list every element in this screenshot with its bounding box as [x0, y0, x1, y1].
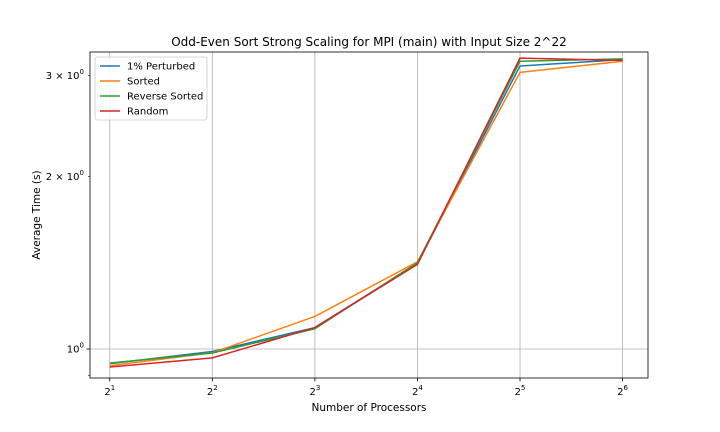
y-axis-label: Average Time (s): [31, 170, 43, 259]
x-axis-label: Number of Processors: [311, 402, 426, 414]
y-tick-label-exponent: 0: [80, 342, 84, 350]
plot-area-frame: [89, 51, 649, 379]
series-line-3: [109, 57, 623, 368]
grid-layer: [90, 52, 648, 378]
y-minor-tick-label-base: 3 × 10: [46, 71, 80, 82]
chart-title: Odd-Even Sort Strong Scaling for MPI (ma…: [171, 35, 567, 49]
y-tick-label-base: 10: [67, 345, 80, 356]
x-tick-label: 25: [515, 384, 526, 398]
y-minor-tick-label: 3 × 100: [46, 68, 84, 82]
legend-label: Reverse Sorted: [127, 92, 203, 103]
series-layer: [109, 57, 623, 368]
legend-label: 1% Perturbed: [127, 62, 195, 73]
legend-box: [94, 56, 208, 121]
x-tick-label-exponent: 3: [316, 384, 320, 392]
x-tick-label-exponent: 1: [111, 384, 115, 392]
legend: 1% Perturbed Sorted Reverse Sorted Random: [94, 56, 208, 121]
legend-label: Random: [127, 107, 168, 118]
y-minor-tick-label: 2 × 100: [46, 169, 84, 183]
x-tick-label-base: 2: [617, 387, 623, 398]
x-tick-label-base: 2: [309, 387, 315, 398]
x-tick-label: 26: [617, 384, 628, 398]
x-tick-label-base: 2: [207, 387, 213, 398]
x-tick-label: 24: [412, 384, 423, 398]
x-tick-label: 22: [207, 384, 218, 398]
x-tick-label-exponent: 6: [624, 384, 629, 392]
y-minor-tick-label-base: 2 × 10: [46, 172, 80, 183]
legend-label: Sorted: [127, 77, 160, 88]
x-tick-label-base: 2: [515, 387, 521, 398]
y-minor-tick-label-exponent: 0: [80, 169, 84, 177]
y-tick-label: 100: [67, 342, 84, 356]
x-tick-label-base: 2: [104, 387, 110, 398]
x-tick-label: 23: [309, 384, 320, 398]
y-minor-tick-label-exponent: 0: [80, 68, 84, 76]
x-tick-label-base: 2: [412, 387, 418, 398]
x-tick-label: 21: [104, 384, 115, 398]
x-tick-label-exponent: 4: [418, 384, 423, 392]
x-tick-label-exponent: 2: [213, 384, 217, 392]
x-tick-label-exponent: 5: [521, 384, 525, 392]
